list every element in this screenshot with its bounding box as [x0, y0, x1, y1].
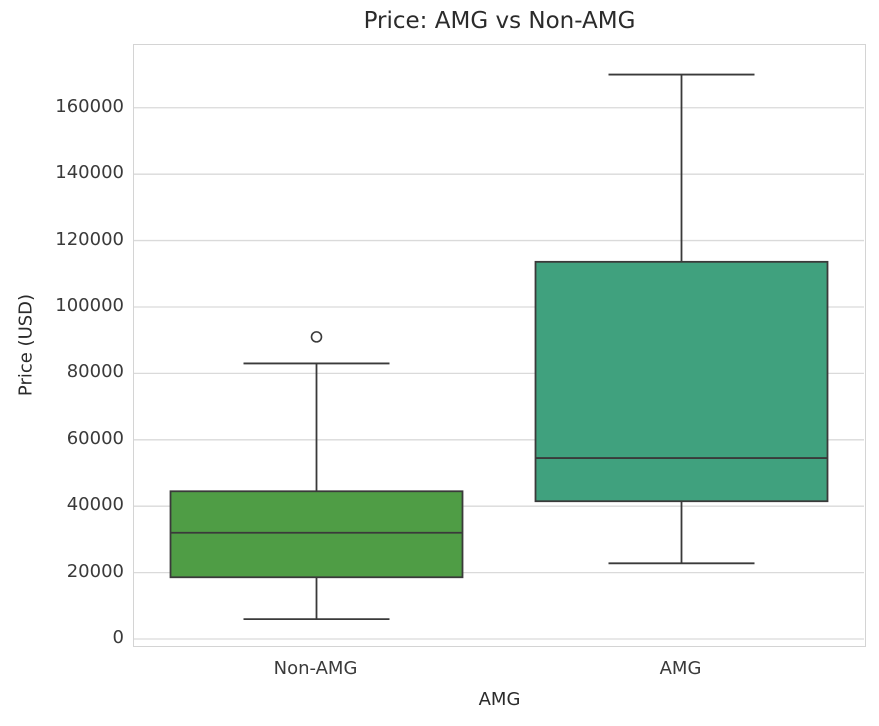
y-tick-label: 40000: [66, 494, 124, 516]
y-tick-label: 120000: [55, 228, 124, 250]
boxplot-canvas: [134, 73, 864, 640]
y-tick-label: 80000: [66, 361, 124, 383]
y-tick-label: 140000: [55, 162, 124, 184]
box-non-amg: [169, 490, 464, 579]
box-amg: [534, 260, 829, 503]
y-tick-label: 160000: [55, 95, 124, 117]
y-tick-label: 100000: [55, 294, 124, 316]
outlier-point: [310, 331, 323, 343]
y-tick-label: 0: [112, 627, 124, 649]
chart-title: Price: AMG vs Non-AMG: [363, 8, 636, 34]
x-tick-label: Non-AMG: [273, 658, 358, 679]
y-tick-label: 60000: [66, 427, 124, 449]
x-axis-label: AMG: [478, 689, 521, 710]
plot-area: [133, 44, 866, 647]
x-tick-label: AMG: [659, 658, 702, 679]
y-tick-label: 20000: [66, 560, 124, 582]
